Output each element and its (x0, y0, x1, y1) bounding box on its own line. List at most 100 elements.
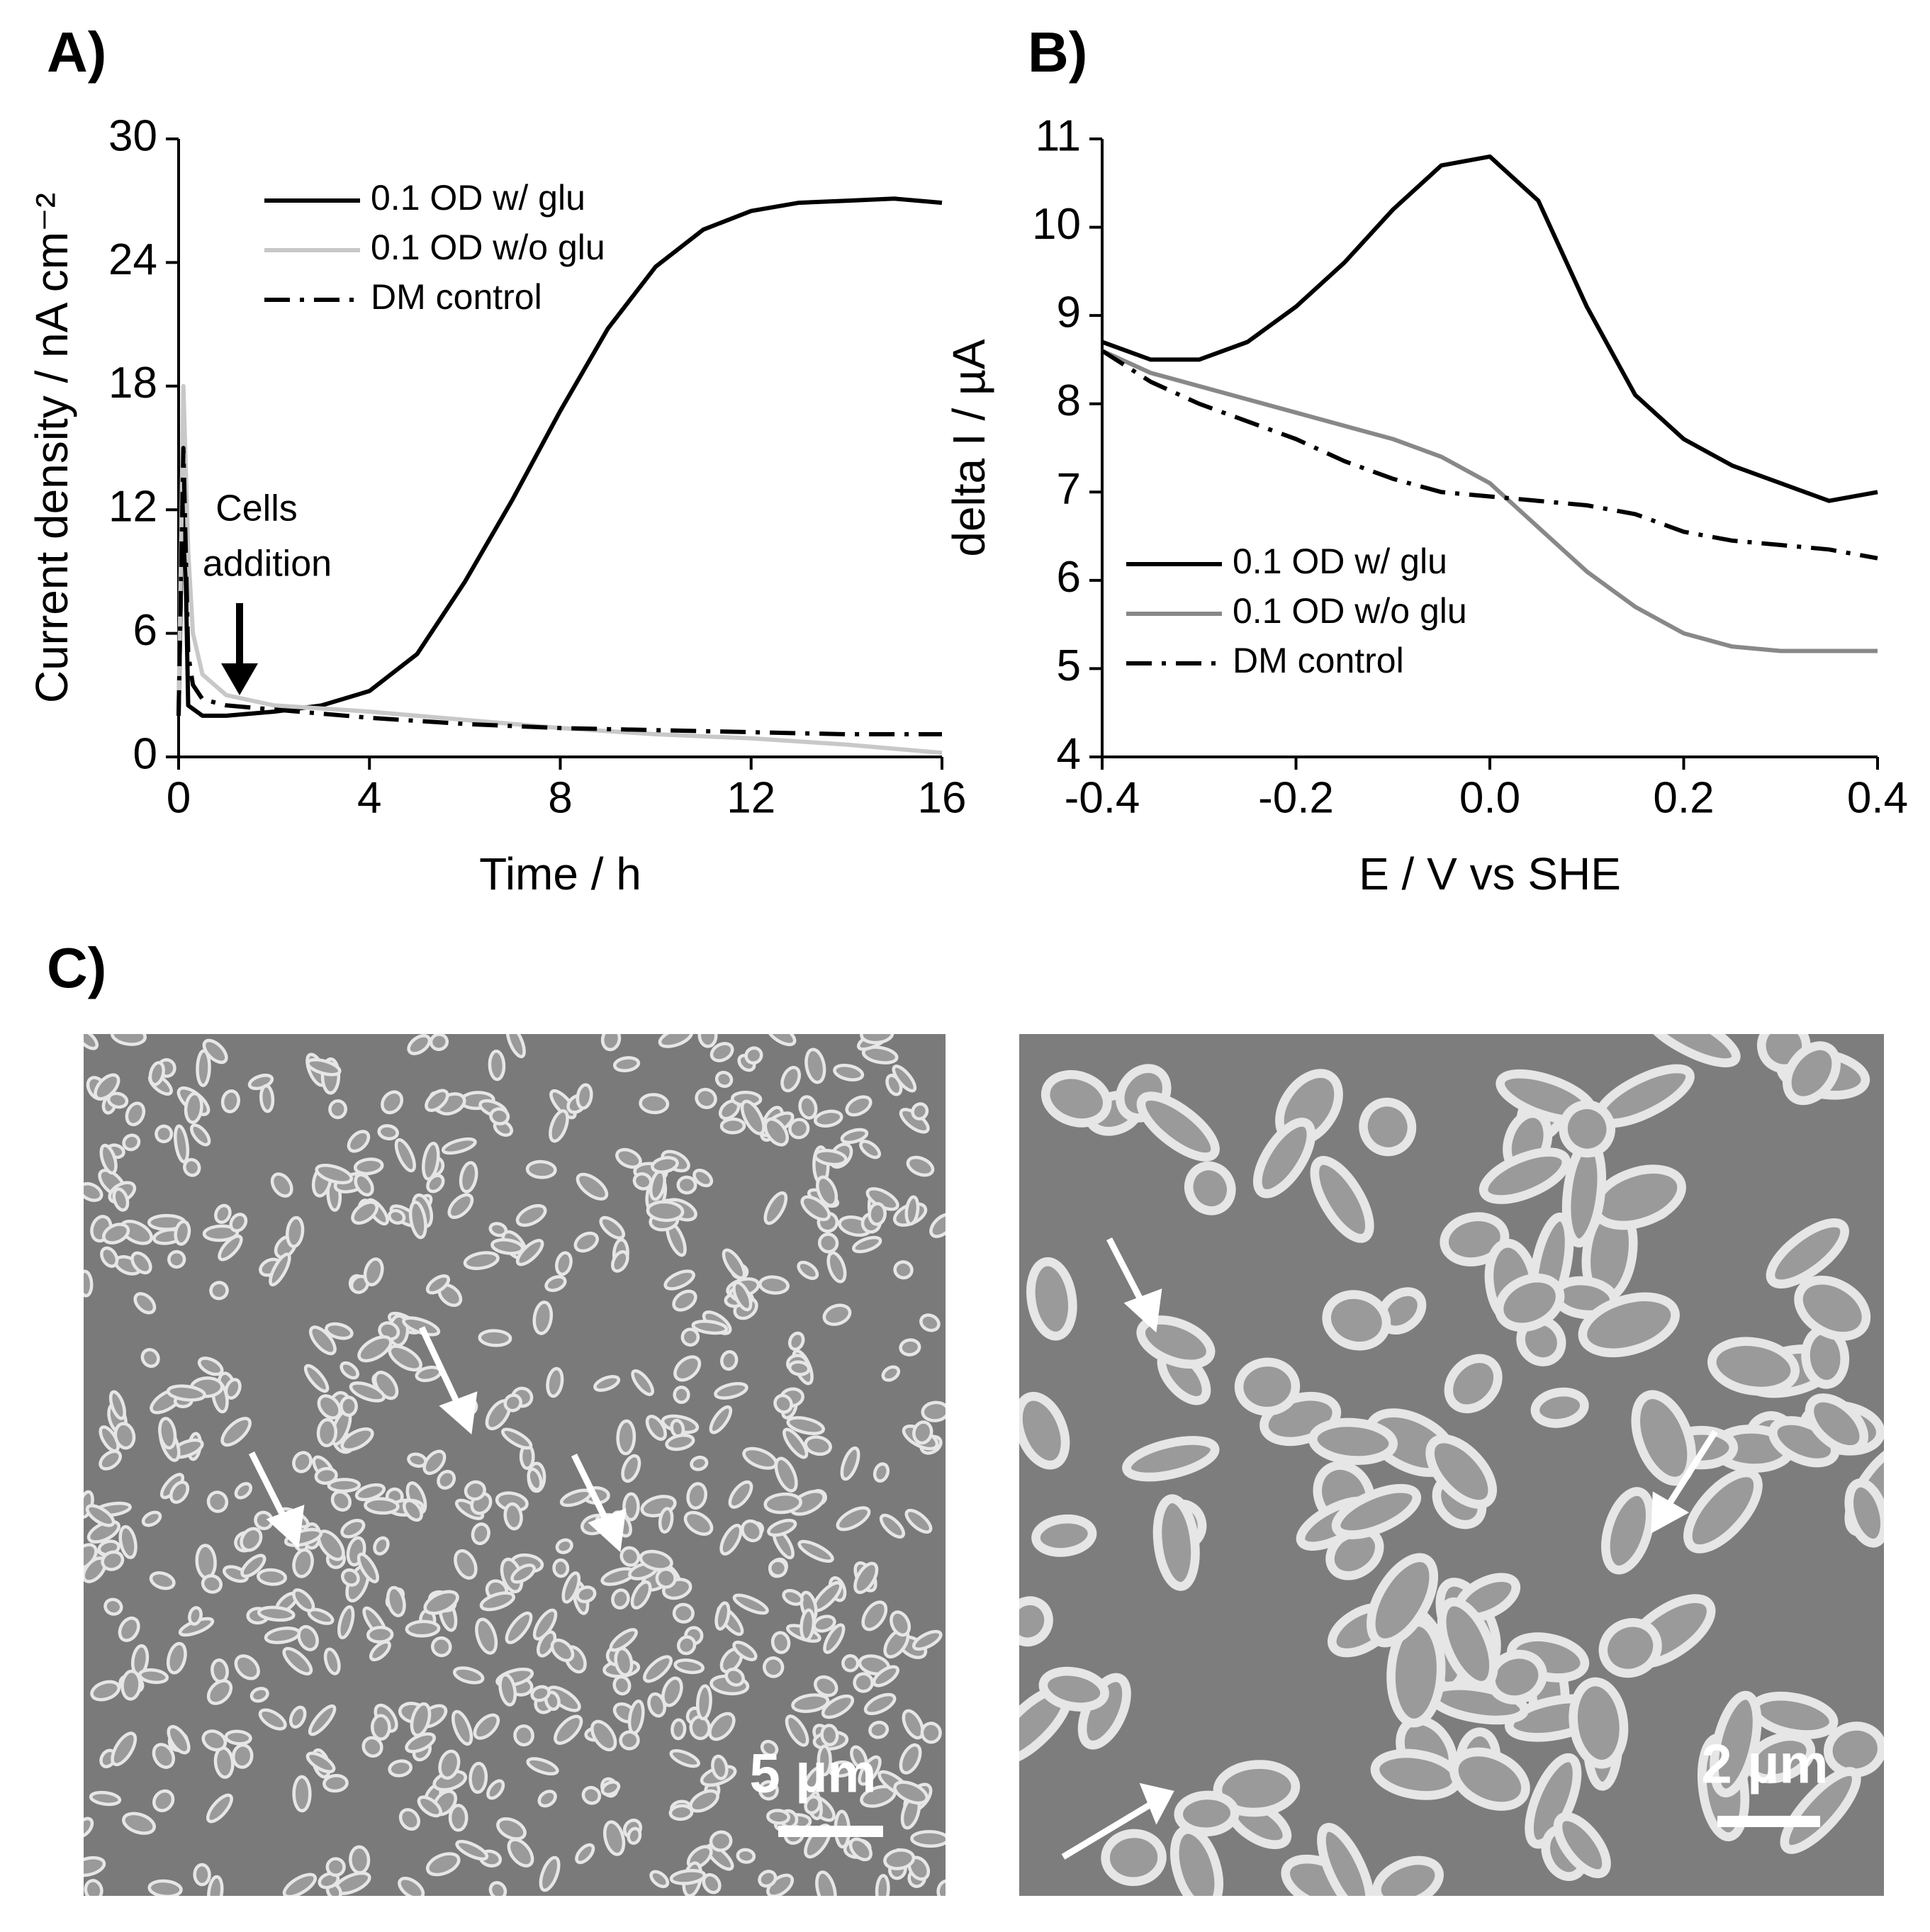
cell (323, 1647, 341, 1675)
cell (209, 1281, 229, 1301)
cell (840, 1128, 869, 1145)
y-tick-label: 6 (1057, 553, 1081, 602)
arrow-head (588, 1508, 627, 1553)
cell (893, 1260, 914, 1280)
cell (661, 1676, 683, 1707)
cell (340, 1395, 358, 1417)
cell (152, 1789, 175, 1812)
cell (174, 1220, 191, 1246)
cell (714, 1381, 748, 1400)
cell (454, 1549, 478, 1580)
cell (377, 1124, 399, 1140)
cell (758, 1780, 779, 1801)
annotation: addition (203, 544, 332, 585)
cell (800, 1195, 831, 1221)
cell (231, 1743, 254, 1769)
cell (402, 1316, 441, 1337)
cell (697, 1034, 718, 1048)
cell (1805, 1393, 1869, 1454)
cell (373, 1536, 390, 1556)
cell (616, 1419, 636, 1456)
cell (408, 1200, 427, 1240)
cell (174, 1124, 190, 1164)
cell (211, 1658, 229, 1684)
cell (1234, 1357, 1301, 1416)
cell (821, 1694, 855, 1719)
y-axis-label: delta I / µA (943, 339, 994, 557)
cell (206, 1679, 233, 1705)
arrow-head (1139, 1782, 1174, 1825)
cell (680, 1327, 700, 1347)
cell (921, 1400, 946, 1422)
cell (1136, 1315, 1216, 1369)
y-axis-label: Current density / nA cm⁻² (26, 193, 77, 703)
cell (768, 1558, 788, 1578)
scale-bar (1717, 1816, 1820, 1827)
cell (736, 1848, 756, 1864)
cell (852, 1235, 882, 1254)
cell (904, 1195, 920, 1226)
cell (740, 1099, 765, 1135)
cell (147, 1879, 183, 1896)
cell (337, 1605, 355, 1640)
cell (711, 1754, 729, 1780)
cell (503, 1393, 523, 1413)
cell (282, 1646, 313, 1675)
cell (861, 1045, 899, 1065)
cell (112, 1187, 130, 1212)
cell (224, 1729, 252, 1746)
cell (99, 1143, 118, 1175)
cell (561, 1571, 581, 1604)
cell (429, 1034, 449, 1051)
cell (1642, 1034, 1741, 1067)
cell (702, 1872, 722, 1894)
cell (643, 1655, 673, 1683)
cell (195, 1544, 217, 1580)
cell (264, 1627, 301, 1644)
cell (815, 1870, 837, 1896)
cell (110, 1034, 147, 1046)
cell (122, 1133, 141, 1152)
series-line (1101, 349, 1878, 561)
cell (576, 1172, 609, 1201)
cell (911, 1629, 943, 1651)
cell (695, 1684, 712, 1721)
series-line (176, 383, 943, 756)
cell (214, 1203, 232, 1224)
cell (184, 1091, 203, 1124)
cell (892, 1065, 917, 1093)
cell (479, 1591, 515, 1612)
cell (220, 1417, 252, 1447)
cell (672, 1289, 697, 1312)
cell (833, 1063, 865, 1082)
cell (527, 1467, 543, 1492)
cell (791, 1693, 830, 1713)
cell (258, 1708, 287, 1731)
cell (425, 1089, 449, 1112)
cell (218, 1234, 243, 1262)
arrow (571, 1454, 613, 1529)
y-tick-label: 9 (1057, 288, 1081, 337)
cell (292, 1588, 315, 1612)
cell (663, 1269, 695, 1291)
cell (850, 1745, 868, 1770)
y-tick-label: 7 (1057, 465, 1081, 514)
cell (763, 1191, 788, 1225)
cell (196, 1049, 211, 1087)
series-line (176, 446, 942, 736)
cell (422, 1449, 447, 1476)
sem-image (1019, 1034, 1884, 1896)
cell (257, 1568, 287, 1586)
cell (148, 1061, 165, 1086)
cell (254, 1510, 274, 1531)
cell (836, 1506, 871, 1532)
annotation: Cells (215, 488, 298, 529)
cell (600, 1034, 622, 1052)
cell (1038, 1666, 1109, 1712)
cell (1331, 1483, 1422, 1539)
cell (515, 1203, 547, 1227)
cell (369, 1640, 391, 1662)
cell (84, 1034, 99, 1050)
cell (719, 1117, 746, 1135)
cell (288, 1705, 307, 1729)
